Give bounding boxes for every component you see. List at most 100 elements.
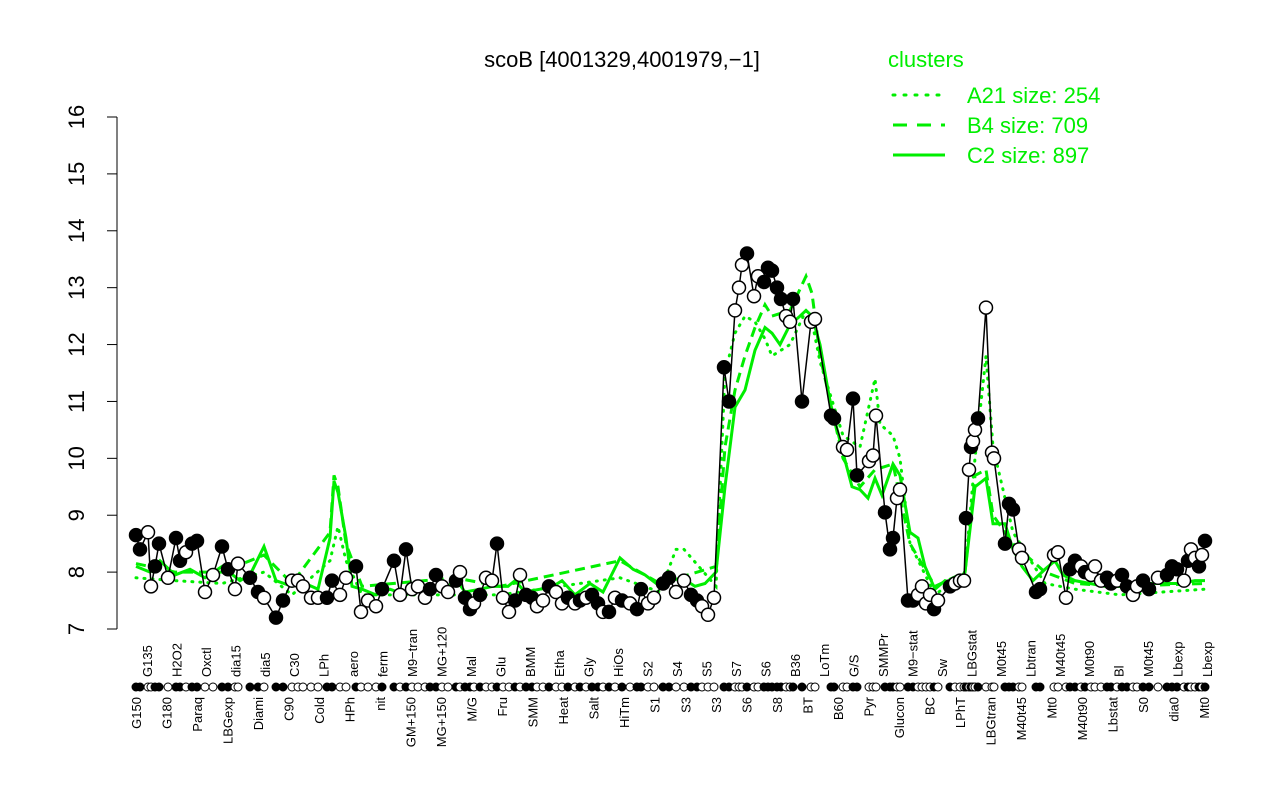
cluster-line-dashed xyxy=(135,272,1206,589)
y-tick-label: 14 xyxy=(64,219,89,243)
legend-entry-a21: A21 size: 254 xyxy=(967,83,1100,108)
data-point xyxy=(332,587,348,603)
cluster-line-dotted xyxy=(134,307,1207,598)
data-point xyxy=(440,584,456,600)
data-point xyxy=(428,567,444,583)
x-rug-markers xyxy=(131,682,1210,692)
x-tick-label: aero xyxy=(346,651,361,677)
x-tick-label: LoTm xyxy=(817,644,832,677)
x-tick-label: LBGstat xyxy=(964,630,979,677)
x-tick-label: Pyr xyxy=(861,696,876,716)
data-point xyxy=(256,590,272,605)
x-tick-label: GM+150 xyxy=(404,697,419,747)
data-point xyxy=(877,505,893,520)
x-tick-label: Lbexp xyxy=(1200,642,1215,677)
y-tick-label: 8 xyxy=(64,566,89,578)
x-tick-label: dia0 xyxy=(1166,697,1181,722)
data-point xyxy=(452,564,468,580)
x-tick-label: S1 xyxy=(648,697,663,713)
x-tick-label: Mt0 xyxy=(1044,697,1059,719)
x-tick-label: Sw xyxy=(935,658,950,677)
data-point xyxy=(739,246,755,261)
x-tick-label: ferm xyxy=(376,651,391,677)
data-point xyxy=(885,530,901,546)
data-point xyxy=(151,536,167,551)
data-point xyxy=(956,573,972,588)
data-point xyxy=(970,411,986,426)
data-point xyxy=(633,581,649,597)
data-point xyxy=(1050,544,1066,560)
data-point xyxy=(168,530,184,546)
x-tick-label: S3 xyxy=(709,697,724,713)
data-point xyxy=(132,542,148,557)
y-tick-label: 11 xyxy=(64,390,89,413)
data-point xyxy=(826,411,842,426)
y-tick-label: 15 xyxy=(64,162,89,186)
data-point xyxy=(242,570,258,586)
x-tick-label: Bl xyxy=(1112,665,1127,677)
expression-series xyxy=(128,246,1213,625)
x-tick-label: Oxctl xyxy=(199,647,214,677)
data-point xyxy=(374,581,390,597)
x-tick-label: Diami xyxy=(251,697,266,730)
data-point xyxy=(1197,533,1213,549)
x-tick-label: MG+120 xyxy=(434,627,449,677)
data-point xyxy=(892,482,908,497)
data-point xyxy=(782,314,798,330)
data-point xyxy=(319,590,335,605)
x-tick-label: Cold xyxy=(312,697,327,724)
x-tick-label: S8 xyxy=(770,697,785,713)
y-tick-label: 16 xyxy=(64,105,89,129)
x-tick-label: S6 xyxy=(739,697,754,713)
data-point xyxy=(978,300,994,315)
x-tick-label: H2O2 xyxy=(169,643,184,677)
x-tick-label: M40t90 xyxy=(1075,697,1090,740)
data-point xyxy=(746,288,762,304)
legend-entry-b4: B4 size: 709 xyxy=(967,113,1088,138)
x-tick-label: BT xyxy=(800,697,815,714)
data-point xyxy=(197,584,213,600)
data-point xyxy=(807,311,823,327)
cluster-lines xyxy=(134,272,1207,598)
data-point xyxy=(1169,562,1185,577)
data-point xyxy=(535,593,551,608)
data-point xyxy=(794,394,810,409)
x-tick-label: Mt0 xyxy=(1197,697,1212,719)
x-tick-label: C90 xyxy=(282,697,297,721)
data-point xyxy=(501,604,517,620)
data-point xyxy=(489,536,505,551)
x-tick-label: M0t45 xyxy=(994,641,1009,677)
x-tick-label: G/S xyxy=(847,654,862,677)
x-tick-label: S6 xyxy=(758,661,773,677)
data-point xyxy=(661,570,677,586)
x-tick-label: HPh xyxy=(343,697,358,722)
x-tick-label: G150 xyxy=(129,697,144,729)
x-tick-label: Lbexp xyxy=(1171,642,1186,677)
x-tick-label: SMMPr xyxy=(876,633,891,677)
data-point xyxy=(930,593,946,608)
cluster-line-solid xyxy=(135,308,1205,597)
x-tick-label: nit xyxy=(373,697,388,711)
x-tick-label: M40t45 xyxy=(1014,697,1029,740)
y-tick-label: 12 xyxy=(64,332,89,356)
data-point xyxy=(507,593,523,608)
x-tick-label: dia5 xyxy=(258,652,273,677)
data-point xyxy=(548,584,564,600)
x-tick-label: Paraq xyxy=(190,697,205,732)
y-tick-label: 7 xyxy=(64,623,89,635)
x-tick-label: M0t90 xyxy=(1082,641,1097,677)
data-point xyxy=(348,559,364,574)
y-axis: 7 8 9 10 11 12 13 14 15 16 xyxy=(64,105,118,635)
data-point xyxy=(700,607,716,623)
y-tick-label: 10 xyxy=(64,446,89,470)
x-tick-labels-top: G135 H2O2 Oxctl dia15 dia5 C30 LPh aero ferm M9−t… xyxy=(140,627,1215,677)
x-tick-label: M9−stat xyxy=(906,630,921,677)
x-tick-label: M9−tran xyxy=(405,629,420,677)
data-point xyxy=(1176,573,1192,588)
data-point xyxy=(716,360,732,375)
data-point xyxy=(410,579,426,594)
x-tick-label: Mal xyxy=(464,656,479,677)
data-point xyxy=(422,581,438,597)
data-point xyxy=(721,394,737,409)
